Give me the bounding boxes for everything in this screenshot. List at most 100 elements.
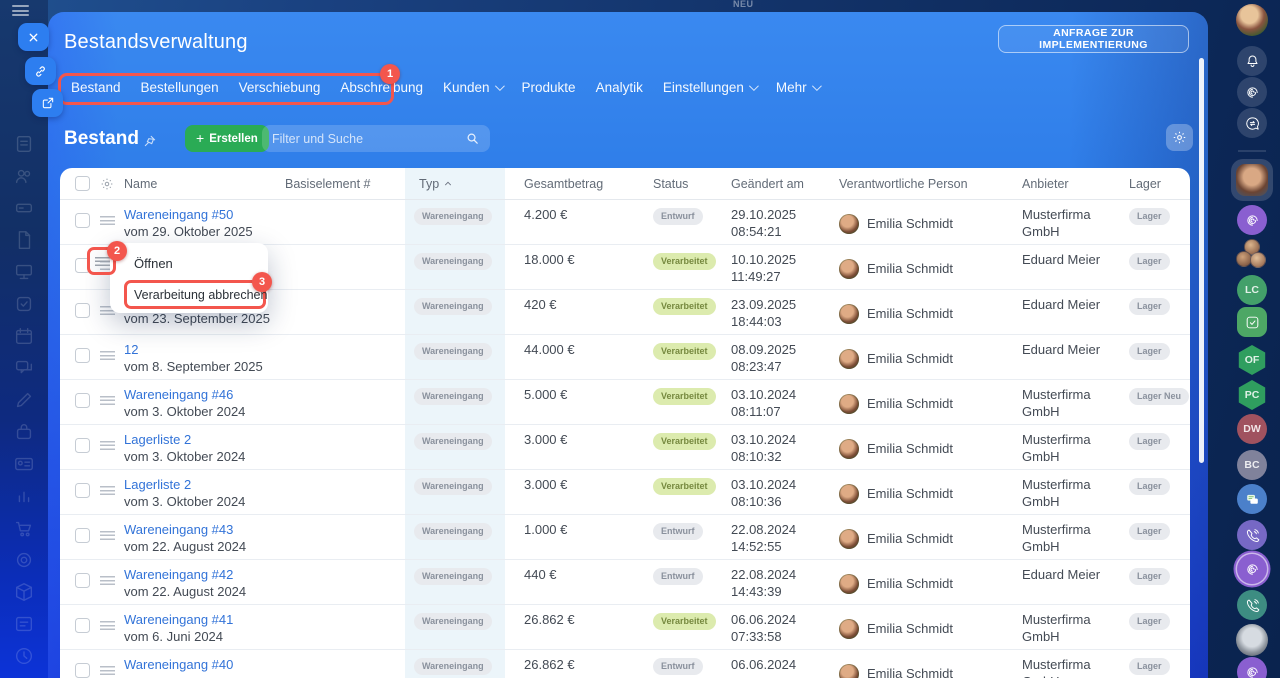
users-icon[interactable] <box>13 165 35 187</box>
clock-icon[interactable] <box>13 645 35 667</box>
col-header-lager[interactable]: Lager <box>1129 168 1190 199</box>
phone-icon[interactable] <box>1237 520 1267 550</box>
row-checkbox[interactable] <box>75 438 90 453</box>
check-square-icon[interactable] <box>1237 307 1267 337</box>
calendar-icon[interactable] <box>13 325 35 347</box>
tab-mehr[interactable]: Mehr <box>776 80 819 95</box>
drive-icon[interactable] <box>13 197 35 219</box>
modal-scrollbar[interactable] <box>1199 58 1204 463</box>
table-row[interactable]: Wareneingang #43vom 22. August 2024Waren… <box>60 515 1190 560</box>
row-menu-icon[interactable] <box>100 621 115 630</box>
box-icon[interactable] <box>13 581 35 603</box>
menu-item-oeffnen[interactable]: Öffnen <box>134 256 173 271</box>
list-edit-icon[interactable] <box>13 613 35 635</box>
row-menu-icon[interactable] <box>100 441 115 450</box>
row-menu-icon[interactable] <box>100 351 115 360</box>
row-name-link[interactable]: Wareneingang #46 <box>124 387 285 404</box>
row-checkbox[interactable] <box>75 348 90 363</box>
implementation-request-button[interactable]: ANFRAGE ZUR IMPLEMENTIERUNG <box>998 25 1189 53</box>
avatar-of[interactable]: OF <box>1237 345 1267 375</box>
view-settings-button[interactable] <box>1166 124 1193 151</box>
chat-icon[interactable] <box>1237 484 1267 514</box>
bag-icon[interactable] <box>13 421 35 443</box>
col-header-geaendert[interactable]: Geändert am <box>731 168 839 199</box>
chat-sync-icon[interactable] <box>1237 108 1267 138</box>
row-menu-icon[interactable] <box>100 396 115 405</box>
row-menu-icon[interactable] <box>100 486 115 495</box>
avatar-lc[interactable]: LC <box>1237 275 1267 305</box>
close-button[interactable] <box>18 23 49 51</box>
bar-chart-icon[interactable] <box>13 485 35 507</box>
tab-analytik[interactable]: Analytik <box>596 80 643 95</box>
table-row[interactable]: Wareneingang #40Wareneingang26.862 €Entw… <box>60 650 1190 678</box>
pet-avatar[interactable] <box>1236 624 1268 656</box>
check-square-icon[interactable] <box>13 293 35 315</box>
row-menu-icon[interactable] <box>100 531 115 540</box>
col-header-basiselement[interactable]: Basiselement # <box>285 168 405 199</box>
row-menu-icon[interactable] <box>95 257 110 266</box>
cart-icon[interactable] <box>13 517 35 539</box>
document-icon[interactable] <box>13 133 35 155</box>
open-external-button[interactable] <box>32 89 63 117</box>
row-name-link[interactable]: Wareneingang #50 <box>124 207 285 224</box>
search-input[interactable] <box>272 132 465 146</box>
menu-burger-icon[interactable] <box>12 5 29 16</box>
copy-link-button[interactable] <box>25 57 56 85</box>
col-header-anbieter[interactable]: Anbieter <box>1022 168 1129 199</box>
table-settings-icon[interactable] <box>100 177 114 191</box>
row-checkbox[interactable] <box>75 528 90 543</box>
chat-icon[interactable] <box>13 357 35 379</box>
pin-icon[interactable] <box>143 134 157 153</box>
row-name-link[interactable]: Lagerliste 2 <box>124 477 285 494</box>
avatar-dw[interactable]: DW <box>1237 414 1267 444</box>
row-name-link[interactable]: Wareneingang #43 <box>124 522 285 539</box>
file-icon[interactable] <box>13 229 35 251</box>
spiral-icon[interactable] <box>1237 554 1267 584</box>
col-header-status[interactable]: Status <box>653 168 731 199</box>
col-header-person[interactable]: Verantwortliche Person <box>839 168 1022 199</box>
col-header-gesamtbetrag[interactable]: Gesamtbetrag <box>524 168 653 199</box>
row-menu-icon[interactable] <box>100 666 115 675</box>
table-row[interactable]: Wareneingang #41vom 6. Juni 2024Warenein… <box>60 605 1190 650</box>
table-row[interactable]: Lagerliste 2vom 3. Oktober 2024Wareneing… <box>60 425 1190 470</box>
avatar-group[interactable] <box>1236 239 1268 271</box>
row-menu-icon[interactable] <box>100 216 115 225</box>
board-icon[interactable] <box>13 261 35 283</box>
row-checkbox[interactable] <box>75 573 90 588</box>
target-icon[interactable] <box>13 549 35 571</box>
row-name-link[interactable]: Lagerliste 2 <box>124 432 285 449</box>
avatar-bc[interactable]: BC <box>1237 450 1267 480</box>
tab-kunden[interactable]: Kunden <box>443 80 502 95</box>
spiral-icon[interactable] <box>1237 657 1267 678</box>
menu-item-verarbeitung-abbrechen[interactable]: Verarbeitung abbrechen <box>134 288 267 302</box>
row-checkbox[interactable] <box>75 393 90 408</box>
select-all-checkbox[interactable] <box>75 176 90 191</box>
table-row[interactable]: Wareneingang #50vom 29. Oktober 2025Ware… <box>60 200 1190 245</box>
create-button[interactable]: + Erstellen <box>185 125 269 152</box>
table-row[interactable]: Wareneingang #42vom 22. August 2024Waren… <box>60 560 1190 605</box>
contact-avatar[interactable] <box>1231 159 1273 201</box>
row-checkbox[interactable] <box>75 483 90 498</box>
col-header-name[interactable]: Name <box>124 168 285 199</box>
pen-icon[interactable] <box>13 389 35 411</box>
id-card-icon[interactable] <box>13 453 35 475</box>
tab-einstellungen[interactable]: Einstellungen <box>663 80 756 95</box>
table-row[interactable]: 12vom 8. September 2025Wareneingang44.00… <box>60 335 1190 380</box>
col-header-typ[interactable]: Typ <box>405 168 524 199</box>
row-name-link[interactable]: Wareneingang #42 <box>124 567 285 584</box>
tab-produkte[interactable]: Produkte <box>522 80 576 95</box>
row-checkbox[interactable] <box>75 663 90 678</box>
row-menu-icon[interactable] <box>100 576 115 585</box>
row-checkbox[interactable] <box>75 618 90 633</box>
row-name-link[interactable]: Wareneingang #41 <box>124 612 285 629</box>
row-checkbox[interactable] <box>75 213 90 228</box>
avatar-pc[interactable]: PC <box>1237 380 1267 410</box>
row-name-link[interactable]: Wareneingang #40 <box>124 657 285 674</box>
search-box[interactable] <box>262 125 490 152</box>
spiral-icon[interactable] <box>1237 77 1267 107</box>
table-row[interactable]: Lagerliste 2vom 3. Oktober 2024Wareneing… <box>60 470 1190 515</box>
row-checkbox[interactable] <box>75 303 90 318</box>
user-avatar[interactable] <box>1236 4 1268 36</box>
bell-icon[interactable] <box>1237 46 1267 76</box>
spiral-icon[interactable] <box>1237 205 1267 235</box>
